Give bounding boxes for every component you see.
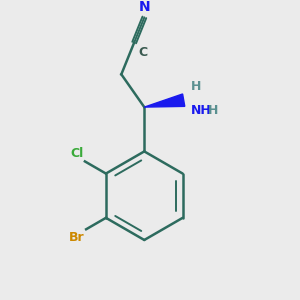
Text: H: H xyxy=(208,104,218,117)
Text: Br: Br xyxy=(69,231,85,244)
Text: C: C xyxy=(139,46,148,59)
Text: H: H xyxy=(191,80,201,93)
Text: N: N xyxy=(139,0,150,14)
Text: NH: NH xyxy=(191,103,212,117)
Text: Cl: Cl xyxy=(70,147,83,160)
Polygon shape xyxy=(144,94,185,107)
